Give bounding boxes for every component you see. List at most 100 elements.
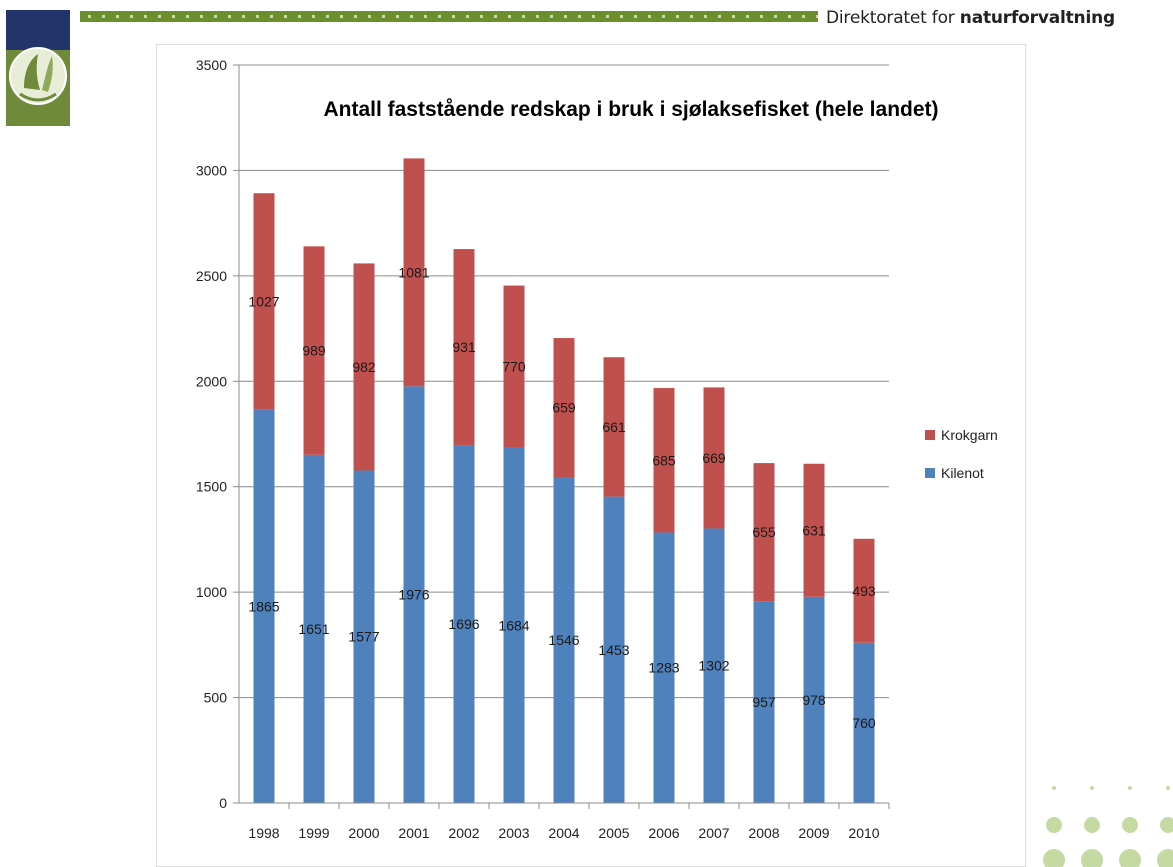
stripe-dot bbox=[592, 15, 595, 18]
stripe-dot bbox=[774, 15, 777, 18]
stripe-dot bbox=[522, 15, 525, 18]
stripe-dot bbox=[312, 15, 315, 18]
stripe-dot bbox=[158, 15, 161, 18]
stripe-dot bbox=[116, 15, 119, 18]
stripe-dot bbox=[802, 15, 805, 18]
decor-dot bbox=[1166, 786, 1170, 790]
stripe-dot bbox=[816, 15, 818, 18]
data-label-kilenot: 1684 bbox=[498, 617, 529, 633]
legend-swatch-kilenot bbox=[925, 468, 935, 478]
stripe-dot bbox=[760, 15, 763, 18]
stripe-dot bbox=[634, 15, 637, 18]
x-tick-label: 2004 bbox=[548, 825, 579, 841]
stripe-dot bbox=[424, 15, 427, 18]
stripe-dot bbox=[606, 15, 609, 18]
data-label-krokgarn: 669 bbox=[702, 450, 726, 466]
bar-krokgarn-2006 bbox=[653, 388, 675, 533]
y-tick-label: 1000 bbox=[196, 584, 227, 600]
decorative-dots bbox=[1043, 786, 1173, 867]
stripe-dot bbox=[130, 15, 133, 18]
stripe-dot bbox=[690, 15, 693, 18]
y-tick-label: 3500 bbox=[196, 57, 227, 73]
stripe-dot bbox=[382, 15, 385, 18]
bar-krokgarn-2010 bbox=[853, 538, 875, 643]
bar-krokgarn-2008 bbox=[753, 463, 775, 602]
brand-header: Direktoratet for naturforvaltning bbox=[826, 8, 1115, 28]
x-tick-label: 2001 bbox=[398, 825, 429, 841]
stripe-dot bbox=[648, 15, 651, 18]
brand-name: naturforvaltning bbox=[959, 8, 1115, 28]
stacked-bar-chart: 1865 1027 1651 989 1577 982 1976 1081 1696 931 168… bbox=[156, 44, 1026, 867]
stripe-dot bbox=[536, 15, 539, 18]
brand-prefix: Direktoratet for bbox=[826, 8, 955, 28]
y-tick-label: 3000 bbox=[196, 162, 227, 178]
stripe-dot bbox=[564, 15, 567, 18]
data-label-kilenot: 1696 bbox=[448, 616, 479, 632]
y-tick-label: 2500 bbox=[196, 268, 227, 284]
stripe-dot bbox=[438, 15, 441, 18]
decor-dot bbox=[1119, 849, 1141, 867]
bar-krokgarn-2007 bbox=[703, 387, 725, 529]
bar-kilenot-2002 bbox=[453, 445, 475, 803]
y-tick-label: 1500 bbox=[196, 479, 227, 495]
bar-krokgarn-2005 bbox=[603, 357, 625, 497]
bar-krokgarn-2009 bbox=[803, 463, 825, 597]
data-label-kilenot: 1453 bbox=[598, 642, 629, 658]
stripe-dot bbox=[732, 15, 735, 18]
x-tick-label: 2007 bbox=[698, 825, 729, 841]
stripe-dot bbox=[480, 15, 483, 18]
data-label-krokgarn: 982 bbox=[352, 359, 376, 375]
bar-kilenot-2006 bbox=[653, 532, 675, 803]
stripe-dot bbox=[788, 15, 791, 18]
legend-label-kilenot: Kilenot bbox=[941, 465, 984, 481]
bar-kilenot-2003 bbox=[503, 447, 525, 803]
data-label-krokgarn: 655 bbox=[752, 524, 776, 540]
stripe-dot bbox=[298, 15, 301, 18]
decor-dot bbox=[1052, 786, 1056, 790]
bar-krokgarn-1998 bbox=[253, 193, 275, 410]
chart-title: Antall faststående redskap i bruk i sjøl… bbox=[323, 98, 938, 121]
stripe-dot bbox=[368, 15, 371, 18]
y-tick-label: 500 bbox=[204, 690, 228, 706]
bar-krokgarn-2001 bbox=[403, 158, 425, 387]
stripe-dot bbox=[746, 15, 749, 18]
bar-kilenot-2000 bbox=[353, 470, 375, 803]
bar-kilenot-2001 bbox=[403, 386, 425, 803]
bar-kilenot-2004 bbox=[553, 477, 575, 803]
x-tick-label: 1998 bbox=[248, 825, 279, 841]
bar-kilenot-1999 bbox=[303, 454, 325, 803]
decor-dot bbox=[1122, 817, 1138, 833]
x-tick-label: 2006 bbox=[648, 825, 679, 841]
bar-kilenot-2007 bbox=[703, 528, 725, 803]
bar-krokgarn-1999 bbox=[303, 246, 325, 455]
bar-kilenot-1998 bbox=[253, 409, 275, 803]
data-label-kilenot: 1577 bbox=[348, 629, 379, 645]
data-label-krokgarn: 661 bbox=[602, 419, 626, 435]
data-label-kilenot: 1976 bbox=[398, 587, 429, 603]
bar-krokgarn-2004 bbox=[553, 338, 575, 478]
data-label-krokgarn: 631 bbox=[802, 522, 826, 538]
stripe-dot bbox=[452, 15, 455, 18]
bar-kilenot-2005 bbox=[603, 496, 625, 803]
stripe-dot bbox=[578, 15, 581, 18]
data-label-kilenot: 1865 bbox=[248, 598, 279, 614]
stripe-dot bbox=[550, 15, 553, 18]
data-label-kilenot: 1651 bbox=[298, 621, 329, 637]
data-label-kilenot: 957 bbox=[752, 694, 776, 710]
decor-dot bbox=[1128, 786, 1132, 790]
bar-krokgarn-2003 bbox=[503, 285, 525, 448]
legend-label-krokgarn: Krokgarn bbox=[941, 427, 998, 443]
data-label-krokgarn: 685 bbox=[652, 452, 676, 468]
stripe-dot bbox=[172, 15, 175, 18]
chart-frame bbox=[156, 44, 1026, 867]
stripe-dot bbox=[214, 15, 217, 18]
stripe-dot bbox=[270, 15, 273, 18]
bar-kilenot-2008 bbox=[753, 601, 775, 803]
data-label-kilenot: 978 bbox=[802, 692, 826, 708]
y-tick-label: 2000 bbox=[196, 373, 227, 389]
decor-dot bbox=[1157, 849, 1173, 867]
stripe-dot bbox=[494, 15, 497, 18]
x-tick-label: 2008 bbox=[748, 825, 779, 841]
bar-kilenot-2009 bbox=[803, 596, 825, 803]
